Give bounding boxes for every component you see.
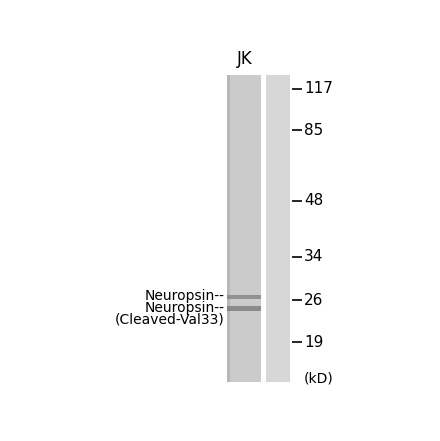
Bar: [227, 75, 230, 382]
Bar: [227, 306, 261, 311]
Bar: [227, 75, 261, 382]
Bar: [266, 75, 290, 382]
Text: 48: 48: [304, 193, 323, 208]
Text: Neuropsin--: Neuropsin--: [145, 289, 225, 303]
Text: JK: JK: [236, 50, 252, 68]
Text: (Cleaved-Val33): (Cleaved-Val33): [115, 313, 225, 327]
Text: 19: 19: [304, 335, 323, 350]
Text: (kD): (kD): [304, 371, 334, 385]
Text: 34: 34: [304, 249, 323, 264]
Text: Neuropsin--: Neuropsin--: [145, 301, 225, 314]
Text: 85: 85: [304, 123, 323, 138]
Text: 26: 26: [304, 293, 323, 308]
Bar: [227, 295, 261, 299]
Text: 117: 117: [304, 81, 333, 96]
